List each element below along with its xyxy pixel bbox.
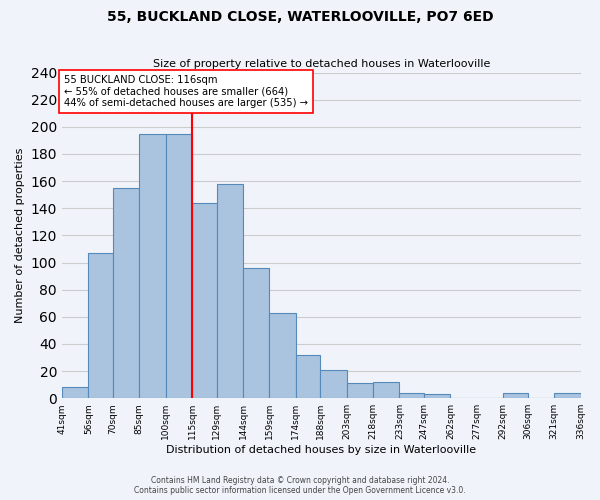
Bar — [62, 388, 88, 398]
Bar — [113, 188, 139, 398]
Y-axis label: Number of detached properties: Number of detached properties — [15, 148, 25, 323]
Text: Contains HM Land Registry data © Crown copyright and database right 2024.
Contai: Contains HM Land Registry data © Crown c… — [134, 476, 466, 495]
Text: 55, BUCKLAND CLOSE, WATERLOOVILLE, PO7 6ED: 55, BUCKLAND CLOSE, WATERLOOVILLE, PO7 6… — [107, 10, 493, 24]
Bar — [373, 382, 400, 398]
Bar — [243, 268, 269, 398]
Bar — [320, 370, 347, 398]
Bar — [400, 393, 424, 398]
X-axis label: Distribution of detached houses by size in Waterlooville: Distribution of detached houses by size … — [166, 445, 476, 455]
Bar — [554, 393, 581, 398]
Title: Size of property relative to detached houses in Waterlooville: Size of property relative to detached ho… — [152, 59, 490, 69]
Text: 55 BUCKLAND CLOSE: 116sqm
← 55% of detached houses are smaller (664)
44% of semi: 55 BUCKLAND CLOSE: 116sqm ← 55% of detac… — [64, 76, 308, 108]
Bar — [347, 384, 373, 398]
Bar — [192, 203, 217, 398]
Bar — [166, 134, 192, 398]
Bar — [424, 394, 451, 398]
Bar — [269, 312, 296, 398]
Bar — [139, 134, 166, 398]
Bar — [217, 184, 243, 398]
Bar — [296, 355, 320, 398]
Bar — [503, 393, 528, 398]
Bar — [88, 253, 113, 398]
